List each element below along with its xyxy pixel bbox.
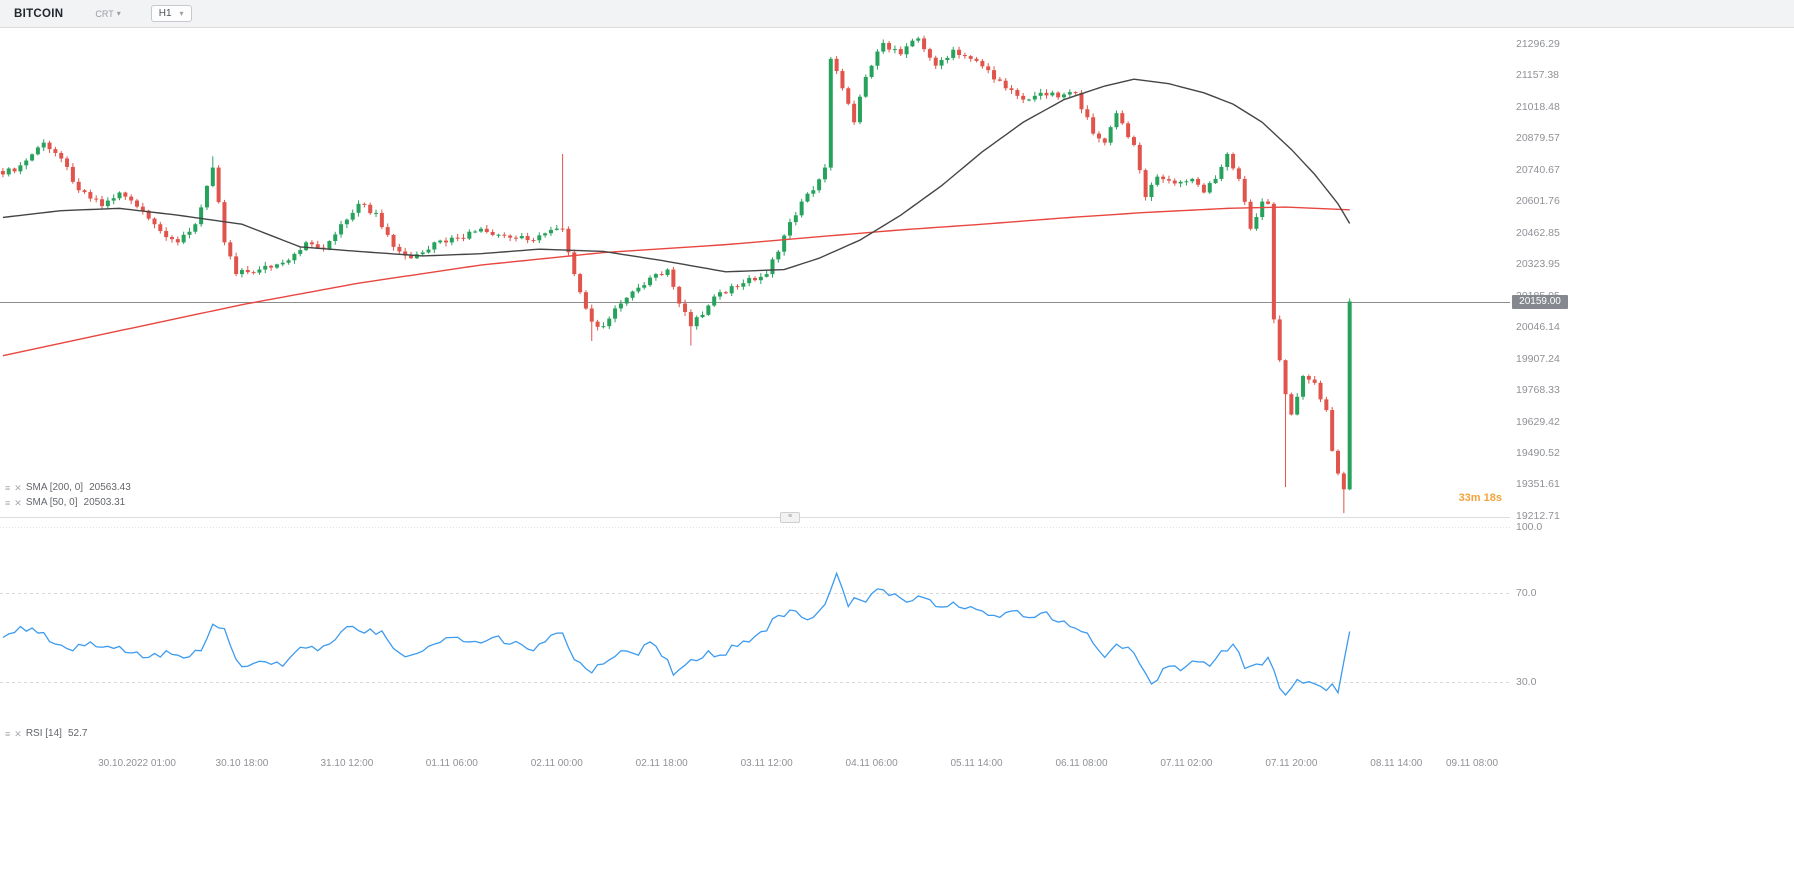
rsi-axis-label: 30.0	[1516, 675, 1537, 688]
chart-type-dropdown[interactable]: CRT ▾	[95, 9, 120, 19]
time-axis-label: 04.11 06:00	[845, 758, 898, 769]
rsi-legend-container: ≡ ✕ RSI [14] 52.7	[5, 726, 87, 741]
time-axis-label: 06.11 08:00	[1055, 758, 1108, 769]
indicator-settings-icon[interactable]: ≡	[5, 497, 11, 508]
chart-plot-area[interactable]	[0, 28, 1510, 770]
rsi-axis-label: 100.0	[1516, 521, 1543, 533]
sma50-legend: ≡ ✕ SMA [50, 0] 20503.31	[5, 495, 131, 510]
sma200-legend-label: SMA [200, 0]	[25, 482, 84, 493]
indicator-settings-icon[interactable]: ≡	[5, 728, 11, 739]
price-axis-label: 20879.57	[1516, 132, 1560, 145]
indicator-remove-icon[interactable]: ✕	[14, 497, 22, 508]
price-axis-label: 20046.14	[1516, 321, 1560, 334]
candle-countdown: 33m 18s	[1458, 492, 1502, 504]
rsi-legend: ≡ ✕ RSI [14] 52.7	[5, 726, 87, 741]
time-axis-label: 05.11 14:00	[950, 758, 1003, 769]
time-axis-label: 30.10.2022 01:00	[98, 758, 176, 769]
indicator-legends: ≡ ✕ SMA [200, 0] 20563.43 ≡ ✕ SMA [50, 0…	[5, 480, 131, 510]
rsi-legend-label: RSI [14]	[25, 728, 62, 739]
price-axis-label: 19490.52	[1516, 446, 1560, 459]
chevron-down-icon: ▾	[116, 9, 121, 18]
price-axis[interactable]: 20159.00 21296.29 21157.38 21018.48 20879.5…	[1510, 28, 1794, 770]
time-axis-label: 07.11 02:00	[1160, 758, 1213, 769]
symbol-label[interactable]: BITCOIN	[14, 7, 64, 20]
pane-resize-handle[interactable]: ≡	[780, 512, 800, 523]
price-axis-label: 19907.24	[1516, 352, 1560, 365]
timeframe-dropdown[interactable]: H1 ▾	[150, 5, 192, 22]
rsi-legend-value: 52.7	[67, 728, 88, 739]
sma50-legend-label: SMA [50, 0]	[25, 497, 78, 508]
price-axis-label: 19351.61	[1516, 478, 1560, 491]
price-axis-label: 20462.85	[1516, 226, 1560, 239]
indicator-remove-icon[interactable]: ✕	[14, 482, 22, 493]
time-axis-label: 30.10 18:00	[215, 758, 269, 769]
time-axis-label: 03.11 12:00	[740, 758, 793, 769]
chart-type-label: CRT	[95, 8, 114, 19]
time-axis-label: 01.11 06:00	[425, 758, 478, 769]
price-axis-label: 19768.33	[1516, 384, 1560, 397]
time-axis-label: 07.11 20:00	[1265, 758, 1318, 769]
price-axis-label: 21296.29	[1516, 37, 1560, 50]
chart-toolbar: BITCOIN CRT ▾ H1 ▾	[0, 0, 1794, 28]
current-price-box: 20159.00	[1512, 294, 1568, 309]
time-axis-label: 08.11 14:00	[1370, 758, 1423, 769]
time-axis[interactable]: 30.10.2022 01:00 30.10 18:00 31.10 12:00 01…	[0, 758, 1510, 798]
indicator-remove-icon[interactable]: ✕	[14, 728, 22, 739]
chevron-down-icon: ▾	[179, 9, 184, 18]
timeframe-label: H1	[158, 8, 172, 19]
price-axis-label: 20323.95	[1516, 258, 1560, 271]
price-axis-label: 20601.76	[1516, 195, 1560, 208]
price-axis-label: 19629.42	[1516, 415, 1560, 428]
price-axis-label: 19212.71	[1516, 509, 1560, 522]
sma200-legend: ≡ ✕ SMA [200, 0] 20563.43	[5, 480, 131, 495]
price-axis-label: 21018.48	[1516, 100, 1560, 113]
sma50-legend-value: 20503.31	[83, 497, 126, 508]
time-axis-label: 02.11 00:00	[530, 758, 583, 769]
time-axis-label: 09.11 08:00	[1445, 758, 1499, 769]
price-axis-label: 21157.38	[1516, 69, 1560, 82]
time-axis-label: 31.10 12:00	[320, 758, 374, 769]
rsi-axis-label: 70.0	[1516, 587, 1537, 600]
indicator-settings-icon[interactable]: ≡	[5, 482, 11, 493]
time-axis-label: 02.11 18:00	[635, 758, 688, 769]
price-axis-label: 20740.67	[1516, 163, 1560, 176]
sma200-legend-value: 20563.43	[89, 482, 131, 493]
